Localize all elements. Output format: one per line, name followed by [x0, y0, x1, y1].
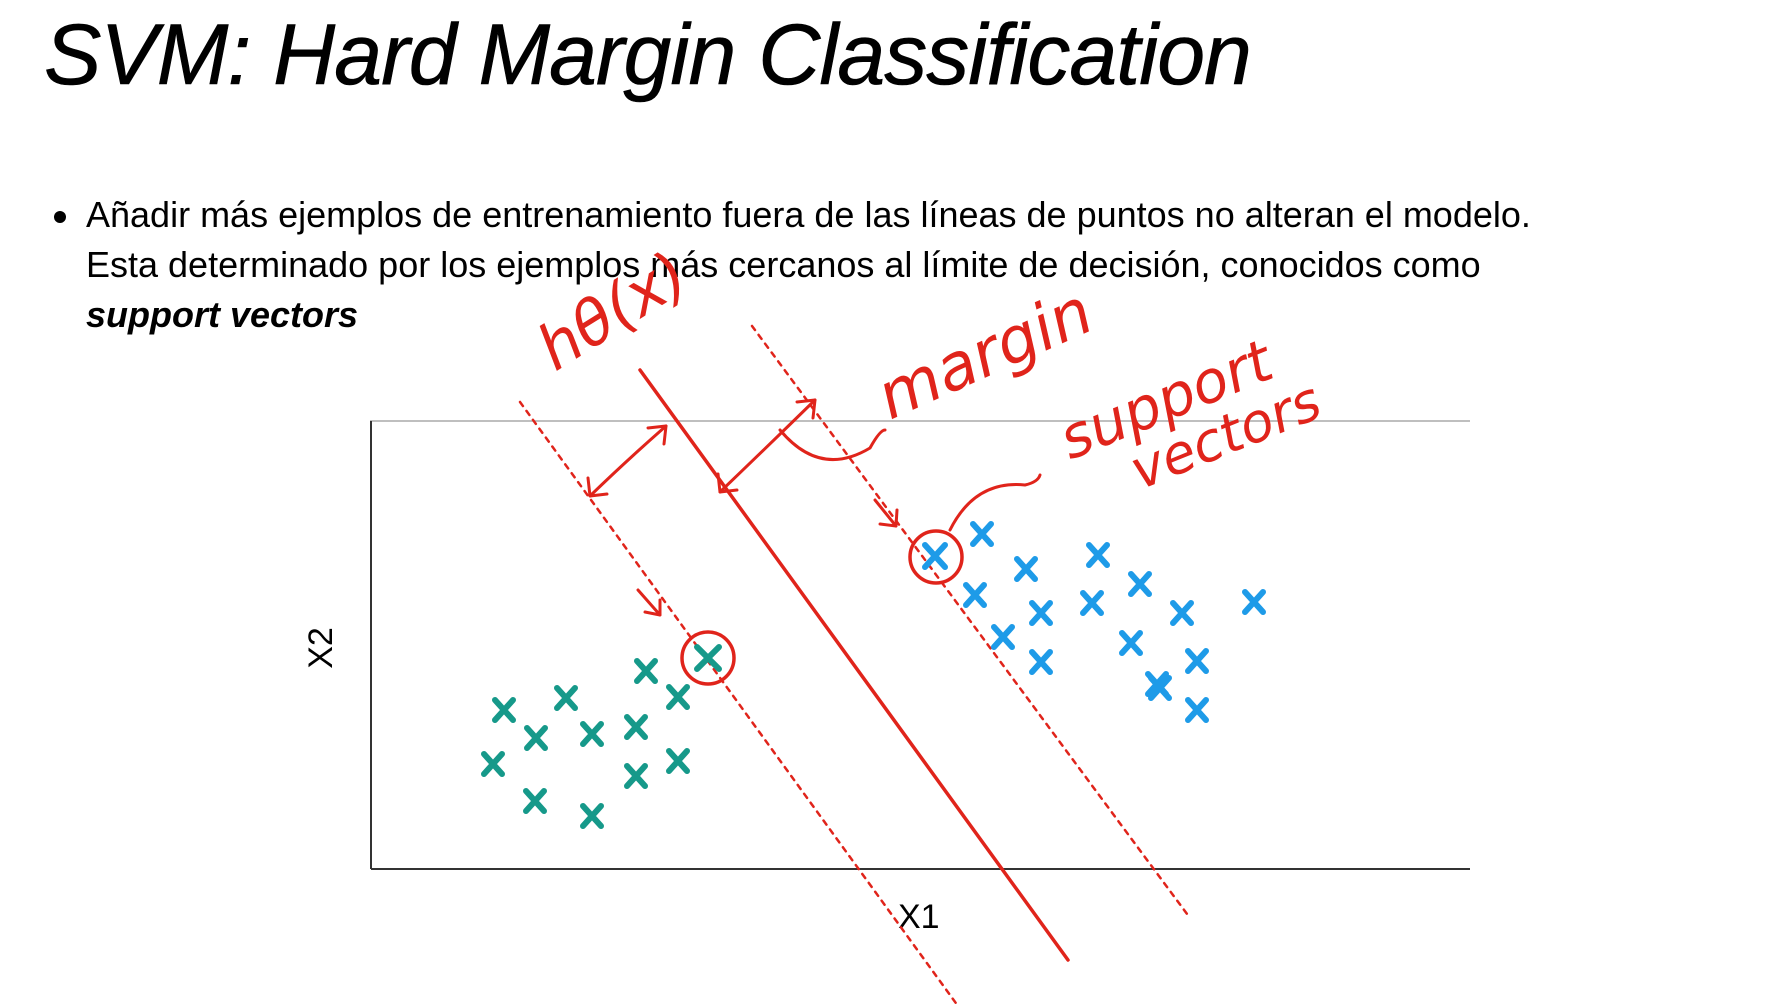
- lower-margin-pointer: [636, 588, 662, 617]
- class-b-point: [1119, 630, 1143, 656]
- margin-arrow-right: [718, 398, 817, 494]
- bullet-line-2: Esta determinado por los ejemplos más ce…: [86, 244, 1481, 285]
- class-a-point: [481, 751, 505, 777]
- class-b-point: [1148, 675, 1172, 701]
- class-a-point: [524, 725, 548, 751]
- class-a-point: [666, 748, 690, 774]
- bullet-point: Añadir más ejemplos de entrenamiento fue…: [44, 190, 1744, 340]
- bullet-emphasis: support vectors: [86, 294, 359, 335]
- margin-arrow-left: [588, 424, 668, 498]
- class-b-point: [1086, 542, 1110, 568]
- class-b-point: [1029, 600, 1053, 626]
- class-a-points: [481, 644, 722, 829]
- class-b-point: [991, 624, 1015, 650]
- class-a-point: [694, 644, 722, 672]
- upper-margin-line: [750, 324, 1192, 920]
- support-vector-circle-a: [680, 630, 736, 686]
- class-b-point: [970, 521, 994, 547]
- arrowhead: [716, 472, 739, 494]
- class-a-point: [554, 685, 578, 711]
- class-b-point: [1242, 589, 1266, 615]
- upper-margin-pointer: [873, 498, 899, 528]
- class-b-point: [1080, 590, 1104, 616]
- y-axis-label: X2: [302, 627, 340, 669]
- class-b-points: [922, 521, 1266, 723]
- class-b-point: [1185, 648, 1209, 674]
- class-a-point: [523, 788, 547, 814]
- class-b-point: [1128, 571, 1152, 597]
- arrowhead: [586, 476, 609, 498]
- class-a-point: [634, 658, 658, 684]
- lower-margin-line: [518, 400, 960, 1008]
- arrowhead: [795, 398, 817, 420]
- class-a-point: [580, 803, 604, 829]
- hypothesis-label: hθ(x): [524, 237, 700, 385]
- class-b-point: [1014, 556, 1038, 582]
- class-a-point: [624, 763, 648, 789]
- bullet-text: Añadir más ejemplos de entrenamiento fue…: [86, 190, 1744, 340]
- margin-pointer: [778, 428, 887, 462]
- class-b-point: [1029, 649, 1053, 675]
- arrowhead: [646, 424, 668, 446]
- class-a-point: [624, 714, 648, 740]
- support-vector-circle-b: [908, 529, 964, 585]
- slide-title: SVM: Hard Margin Classification: [44, 7, 1252, 104]
- class-b-point: [963, 582, 987, 608]
- class-b-point: [1185, 697, 1209, 723]
- support-vectors-pointer: [948, 473, 1042, 532]
- decision-boundary-line: [638, 368, 1070, 962]
- class-a-point: [580, 721, 604, 747]
- x-axis-label: X1: [898, 898, 940, 936]
- class-a-point: [492, 697, 516, 723]
- class-b-point: [1170, 600, 1194, 626]
- bullet-dot: [54, 211, 66, 223]
- class-b-point: [922, 542, 948, 570]
- bullet-line-1: Añadir más ejemplos de entrenamiento fue…: [86, 194, 1531, 235]
- class-a-point: [666, 684, 690, 710]
